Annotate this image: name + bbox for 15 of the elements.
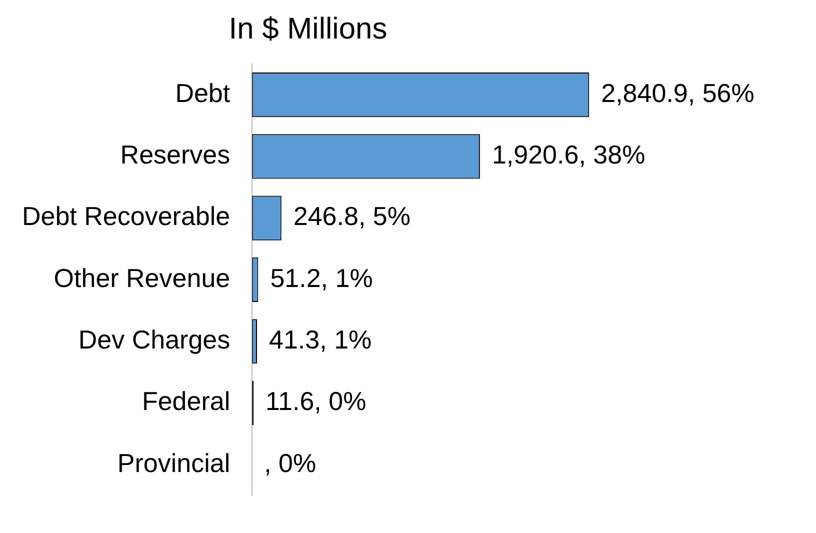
- y-tick-label: Debt: [175, 78, 231, 108]
- data-label: 41.3, 1%: [269, 324, 372, 354]
- data-label: 2,840.9, 56%: [601, 78, 754, 108]
- chart-title: In $ Millions: [228, 12, 388, 46]
- y-tick-label: Provincial: [117, 448, 230, 478]
- y-tick-label: Federal: [142, 386, 230, 416]
- data-label: 246.8, 5%: [293, 201, 410, 232]
- y-tick-label: Dev Charges: [78, 324, 230, 354]
- text: , 0%: [264, 448, 316, 478]
- data-label: 11.6, 0%: [265, 386, 366, 416]
- y-tick-label: Reserves: [120, 140, 230, 170]
- data-label: 51.2, 1%: [270, 262, 373, 293]
- data-label: 1,920.6, 38%: [492, 140, 646, 170]
- y-tick-label: Debt Recoverable: [22, 201, 230, 232]
- y-tick-label: Other Revenue: [54, 262, 230, 293]
